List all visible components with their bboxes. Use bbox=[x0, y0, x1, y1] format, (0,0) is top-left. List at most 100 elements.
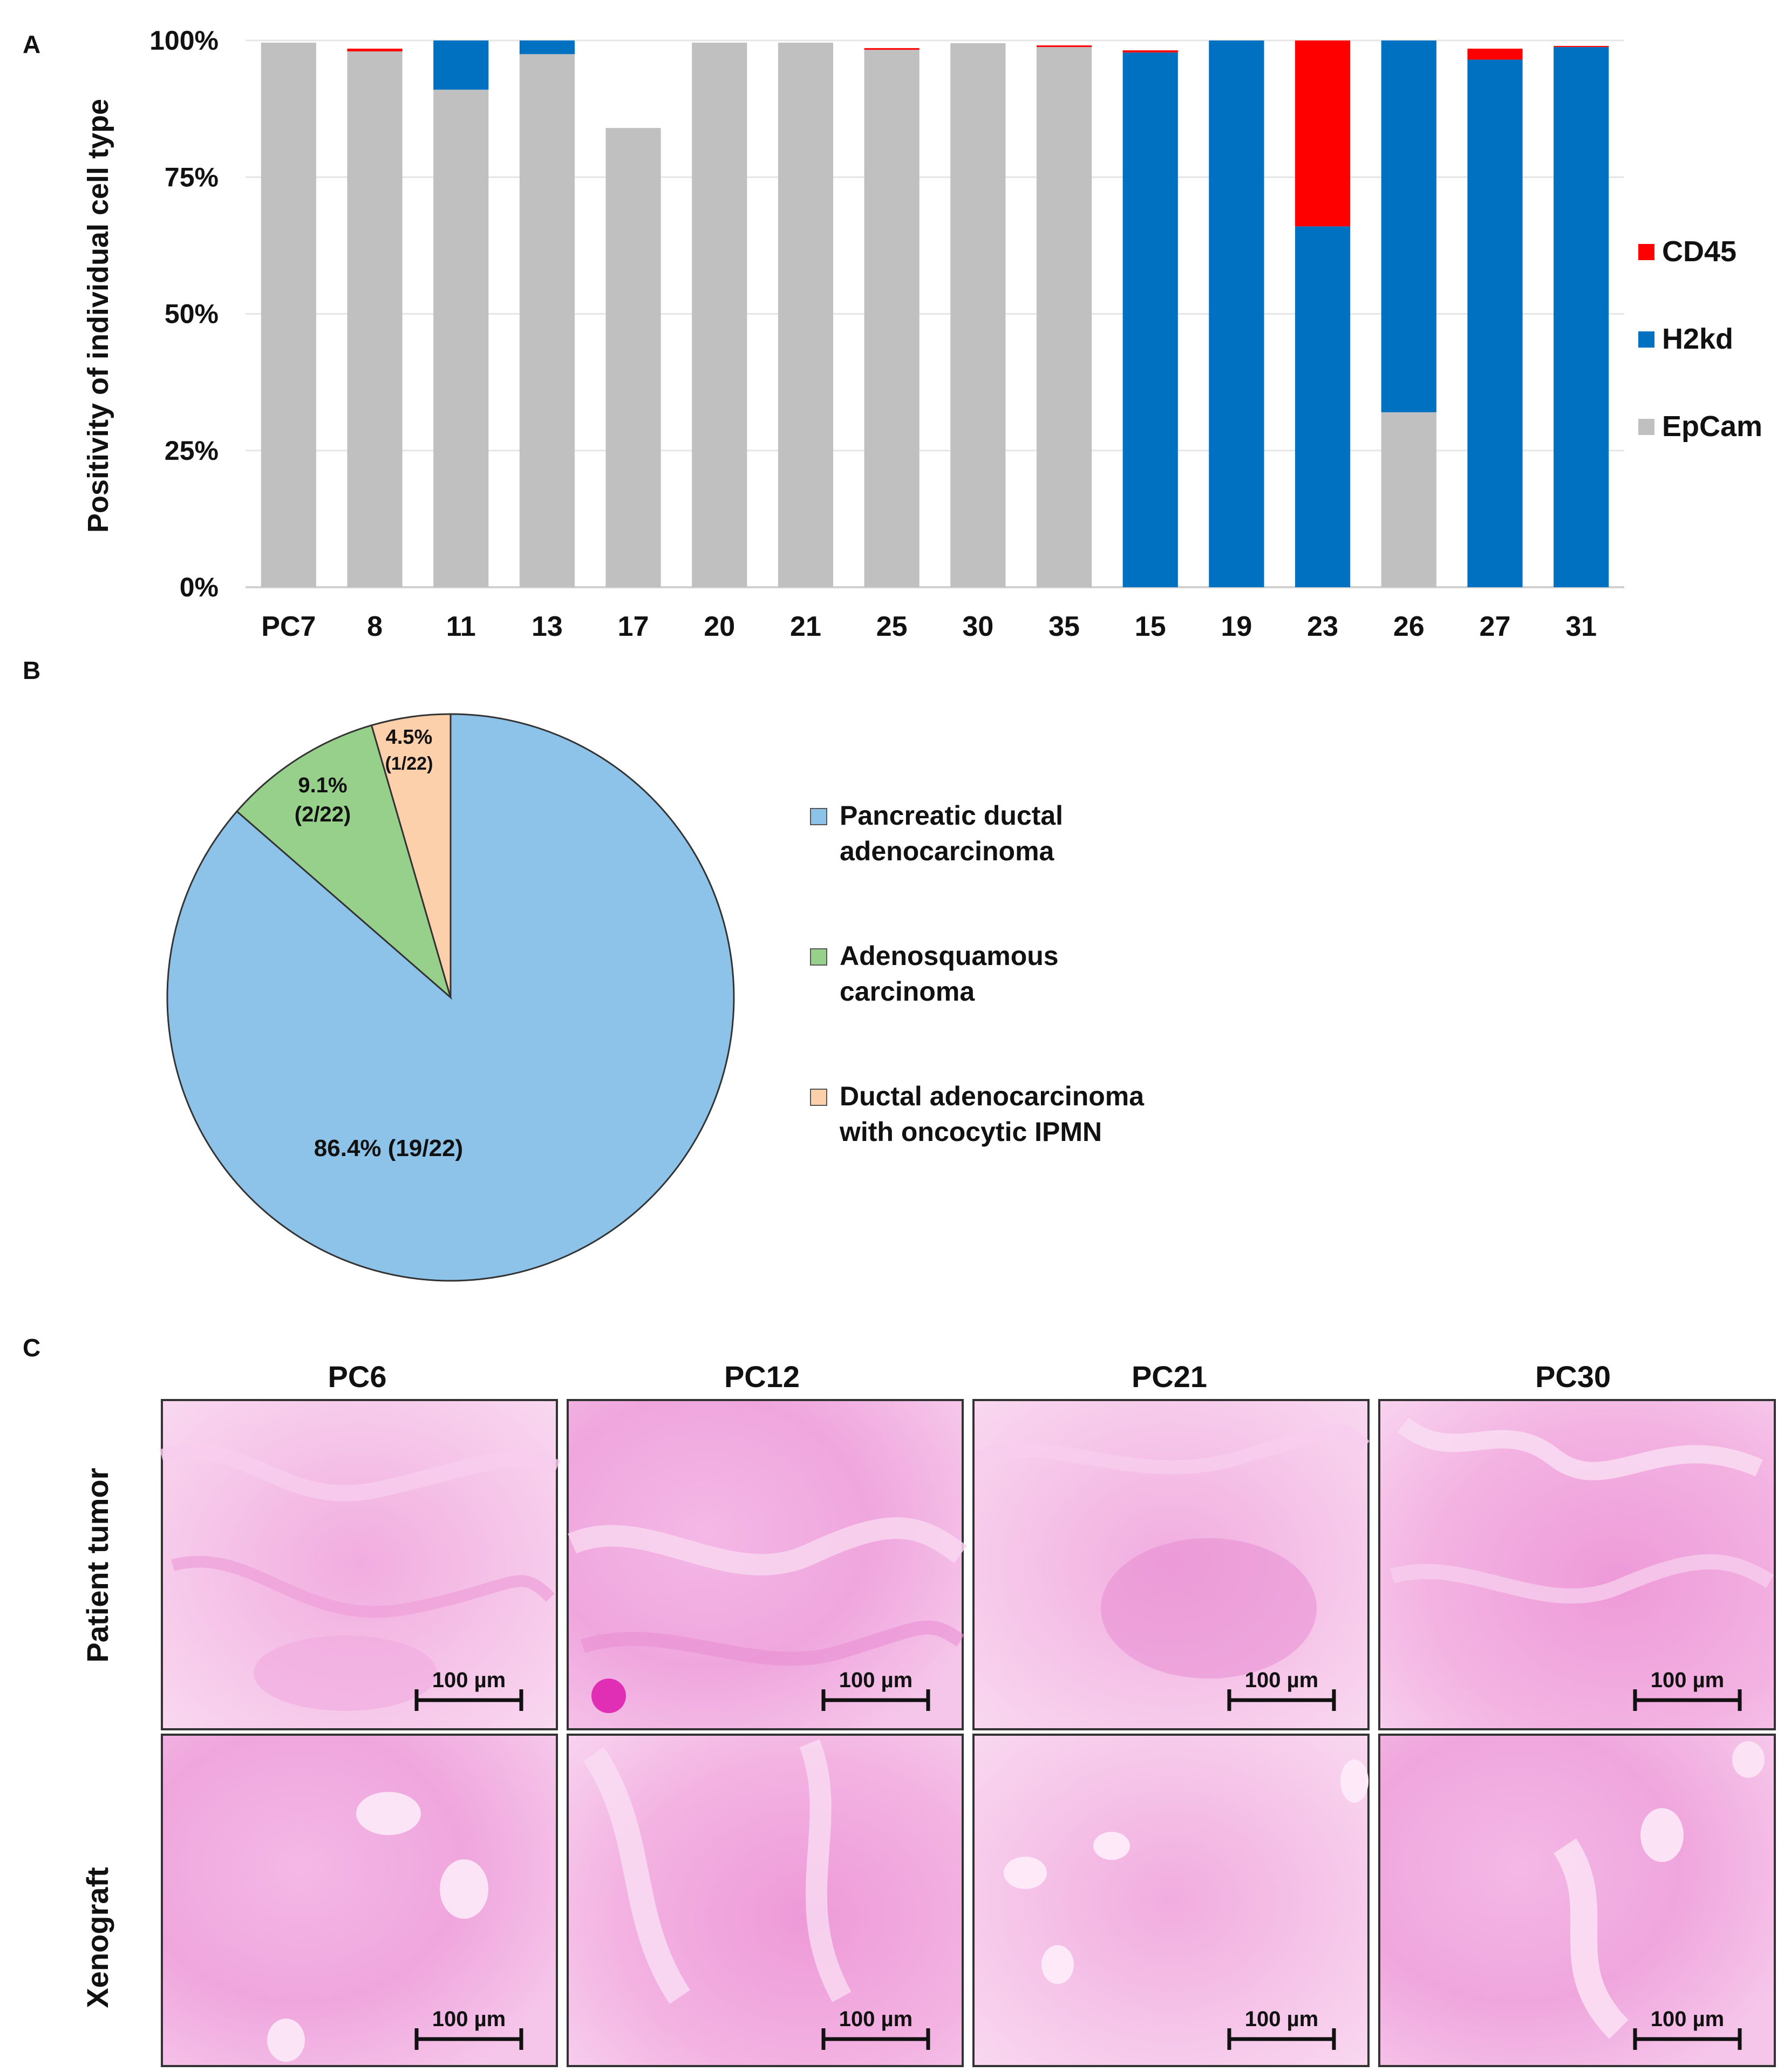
bar-cd45-25 bbox=[864, 48, 920, 50]
x-tick-label: 35 bbox=[1048, 611, 1080, 642]
bar-chart-y-axis-title: Positivity of individual cell type bbox=[82, 99, 114, 533]
bar-chart-x-ticks: PC7 8 11 13 17 20 21 25 30 35 15 19 23 26 27 31 bbox=[261, 611, 1597, 642]
bar-epcam-26 bbox=[1381, 412, 1436, 587]
scale-bar-label: 100 µm bbox=[1245, 2007, 1318, 2031]
legend-swatch-pdac bbox=[810, 808, 827, 825]
bar-cd45-35 bbox=[1036, 45, 1092, 47]
pie-label-pdac: 86.4% (19/22) bbox=[314, 1135, 463, 1161]
bar-h2kd-23 bbox=[1295, 226, 1351, 587]
bar-epcam-35 bbox=[1036, 47, 1092, 587]
x-tick-label: 11 bbox=[446, 611, 476, 642]
histology-image-pc30-patient: 100 µm bbox=[1378, 1399, 1776, 1730]
scale-bar-label: 100 µm bbox=[432, 1668, 506, 1692]
bar-h2kd-11 bbox=[433, 40, 489, 90]
bar-cd45-31 bbox=[1554, 46, 1609, 47]
legend-label-h2kd: H2kd bbox=[1662, 323, 1733, 355]
bar-h2kd-19 bbox=[1209, 40, 1264, 587]
histology-image-pc21-patient: 100 µm bbox=[972, 1399, 1370, 1730]
histology-image-pc6-patient: 100 µm bbox=[159, 1399, 561, 1730]
x-tick-label: 25 bbox=[876, 611, 908, 642]
pie-label-ipmn-count: (1/22) bbox=[385, 753, 433, 774]
x-tick-label: 30 bbox=[962, 611, 993, 642]
bar-h2kd-26 bbox=[1381, 40, 1436, 412]
bar-epcam-13 bbox=[519, 54, 575, 587]
y-tick-label: 0% bbox=[180, 572, 219, 602]
histology-col-pc21: PC21 bbox=[1132, 1360, 1207, 1394]
legend-swatch-epcam bbox=[1638, 419, 1654, 435]
panel-a-label: A bbox=[23, 30, 40, 58]
bar-epcam-25 bbox=[864, 50, 920, 587]
bar-epcam-20 bbox=[692, 43, 747, 587]
legend-swatch-cd45 bbox=[1638, 244, 1654, 260]
pie-label-adenosquamous-pct: 9.1% bbox=[298, 773, 347, 797]
x-tick-label: 8 bbox=[367, 611, 383, 642]
x-tick-label: 19 bbox=[1221, 611, 1252, 642]
bar-epcam-pc7 bbox=[261, 43, 316, 587]
histology-image-pc30-xenograft: 100 µm bbox=[1378, 1734, 1776, 2067]
scale-bar-label: 100 µm bbox=[839, 2007, 912, 2031]
legend-ipmn-line1: Ductal adenocarcinoma bbox=[840, 1081, 1145, 1111]
bar-h2kd-15 bbox=[1122, 52, 1178, 587]
legend-swatch-h2kd bbox=[1638, 331, 1654, 348]
histology-col-pc12: PC12 bbox=[724, 1360, 800, 1394]
scale-bar-label: 100 µm bbox=[432, 2007, 506, 2031]
bar-epcam-17 bbox=[605, 128, 661, 587]
x-tick-label: 31 bbox=[1565, 611, 1597, 642]
bar-h2kd-13 bbox=[519, 40, 575, 55]
bar-h2kd-31 bbox=[1554, 47, 1609, 587]
scale-bar-label: 100 µm bbox=[1651, 2007, 1724, 2031]
histology-image-pc21-xenograft: 100 µm bbox=[972, 1734, 1370, 2067]
legend-swatch-ipmn bbox=[810, 1089, 827, 1106]
legend-label-epcam: EpCam bbox=[1662, 410, 1762, 443]
y-tick-label: 25% bbox=[165, 436, 219, 466]
bar-chart-bars bbox=[261, 40, 1609, 588]
y-tick-label: 75% bbox=[165, 162, 219, 192]
x-tick-label: 20 bbox=[704, 611, 735, 642]
legend-adenosquamous-line1: Adenosquamous bbox=[840, 941, 1059, 971]
bar-chart-y-ticks: 0% 25% 50% 75% 100% bbox=[149, 25, 219, 602]
x-tick-label: 27 bbox=[1480, 611, 1511, 642]
pie-slice-2 bbox=[370, 713, 452, 998]
bar-epcam-21 bbox=[778, 43, 834, 587]
legend-label-cd45: CD45 bbox=[1662, 235, 1736, 268]
bar-cd45-15 bbox=[1122, 50, 1178, 53]
bar-cd45-27 bbox=[1467, 49, 1523, 60]
legend-pdac-line2: adenocarcinoma bbox=[840, 836, 1055, 866]
pie-label-ipmn-pct: 4.5% bbox=[386, 726, 433, 749]
pie-slice-1 bbox=[235, 724, 452, 1000]
panel-b-label: B bbox=[23, 656, 40, 684]
scale-bar-label: 100 µm bbox=[1651, 1668, 1724, 1692]
x-tick-label: 17 bbox=[618, 611, 649, 642]
legend-ipmn-line2: with oncocytic IPMN bbox=[839, 1117, 1102, 1147]
bar-epcam-30 bbox=[950, 43, 1006, 587]
panel-c-label: C bbox=[23, 1334, 40, 1362]
pie-label-adenosquamous-count: (2/22) bbox=[295, 803, 351, 826]
legend-adenosquamous-line2: carcinoma bbox=[840, 976, 975, 1007]
y-tick-label: 100% bbox=[149, 25, 219, 56]
x-tick-label: 23 bbox=[1307, 611, 1338, 642]
histology-image-pc12-patient: 100 µm bbox=[567, 1399, 967, 1730]
scale-bar-label: 100 µm bbox=[839, 1668, 912, 1692]
bar-h2kd-27 bbox=[1467, 59, 1523, 587]
pie-chart bbox=[166, 713, 735, 1282]
bar-cd45-23 bbox=[1295, 40, 1351, 227]
histology-image-pc6-xenograft: 100 µm bbox=[161, 1734, 558, 2067]
x-tick-label: 13 bbox=[532, 611, 563, 642]
histology-row-patient-tumor: Patient tumor bbox=[80, 1468, 114, 1663]
scale-bar-label: 100 µm bbox=[1245, 1668, 1318, 1692]
x-tick-label: 26 bbox=[1393, 611, 1425, 642]
y-tick-label: 50% bbox=[165, 299, 219, 329]
x-tick-label: PC7 bbox=[261, 611, 316, 642]
histology-row-xenograft: Xenograft bbox=[80, 1867, 114, 2008]
bar-cd45-8 bbox=[347, 49, 403, 52]
bar-epcam-11 bbox=[433, 90, 489, 588]
histology-col-pc30: PC30 bbox=[1535, 1360, 1611, 1394]
pie-chart-legend: Pancreatic ductal adenocarcinoma Adenosq… bbox=[810, 800, 1145, 1147]
bar-chart-legend: CD45 H2kd EpCam bbox=[1638, 235, 1762, 443]
histology-col-pc6: PC6 bbox=[328, 1360, 387, 1394]
x-tick-label: 15 bbox=[1135, 611, 1166, 642]
x-tick-label: 21 bbox=[790, 611, 821, 642]
histology-image-pc12-xenograft: 100 µm bbox=[567, 1734, 964, 2067]
legend-swatch-adenosquamous bbox=[810, 948, 827, 966]
